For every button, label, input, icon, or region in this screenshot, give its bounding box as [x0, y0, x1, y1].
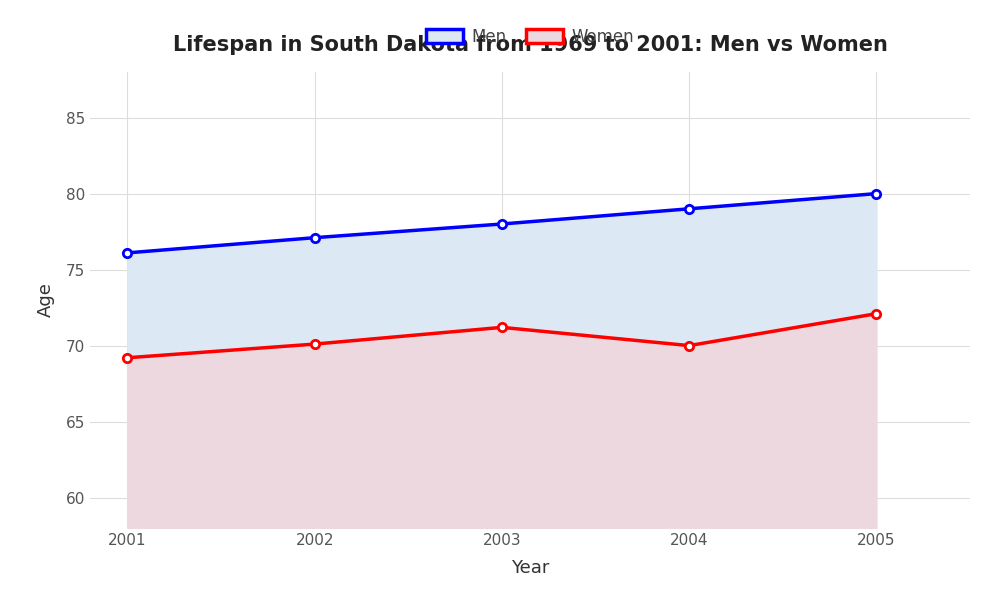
- Title: Lifespan in South Dakota from 1969 to 2001: Men vs Women: Lifespan in South Dakota from 1969 to 20…: [173, 35, 887, 55]
- X-axis label: Year: Year: [511, 559, 549, 577]
- Legend: Men, Women: Men, Women: [419, 21, 641, 52]
- Y-axis label: Age: Age: [37, 283, 55, 317]
